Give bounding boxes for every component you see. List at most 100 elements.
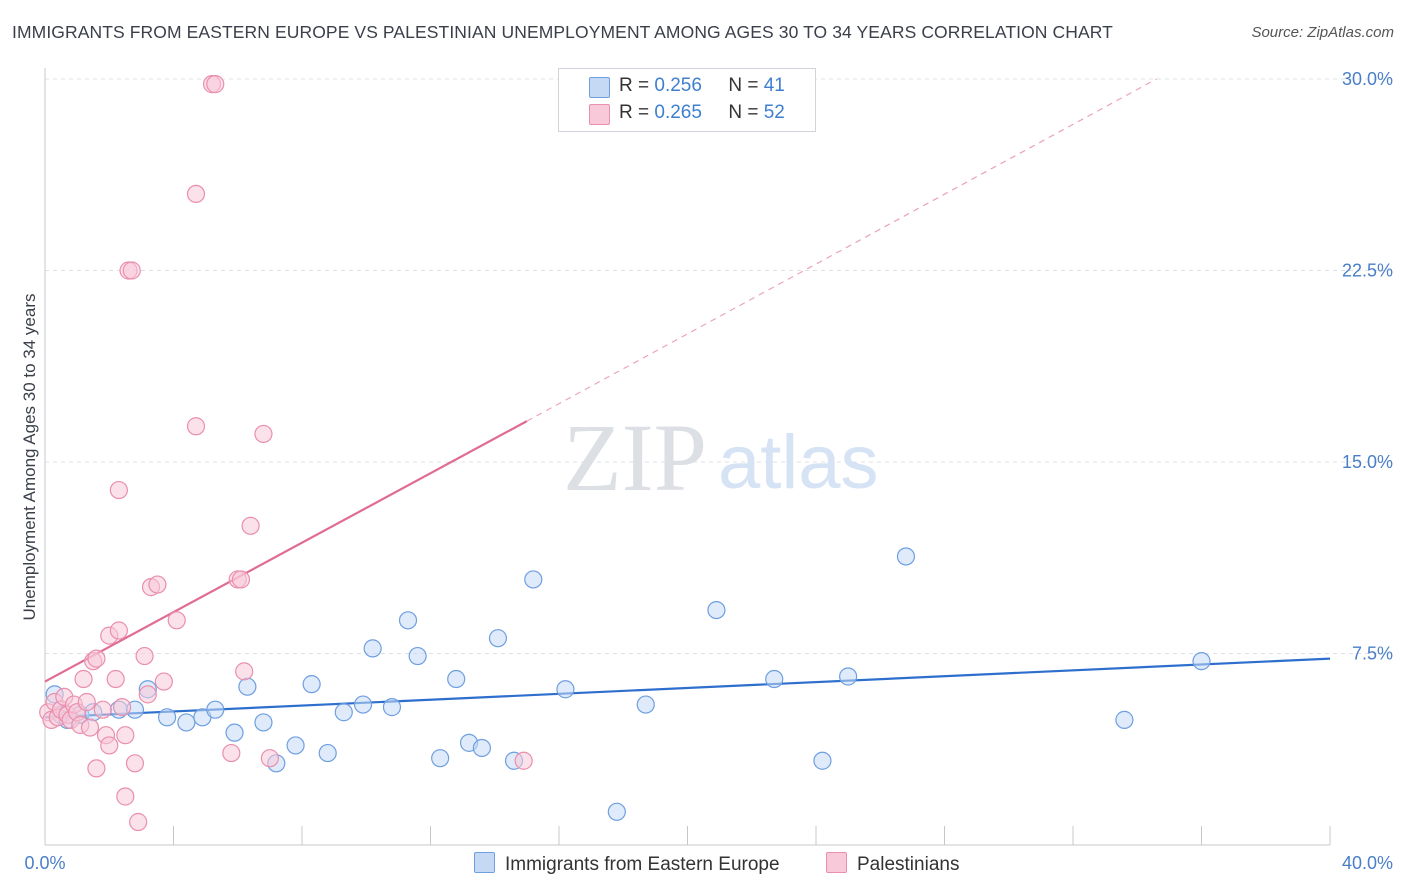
data-point: [225, 723, 244, 742]
chart-title: IMMIGRANTS FROM EASTERN EUROPE VS PALEST…: [12, 22, 1113, 42]
data-point: [556, 680, 575, 699]
legend-r-label: R =: [619, 75, 650, 96]
data-point: [334, 703, 353, 722]
data-point: [398, 611, 418, 630]
data-point: [106, 669, 125, 689]
x-tick-label-max: 40.0%: [1342, 853, 1393, 873]
data-point: [87, 759, 106, 778]
data-point: [765, 669, 784, 689]
data-point: [100, 736, 119, 755]
legend-swatch-palestinians: [589, 104, 610, 125]
data-point: [813, 751, 832, 770]
data-point: [447, 669, 466, 689]
x-tick-label-min: 0.0%: [24, 853, 65, 873]
data-point: [431, 749, 450, 768]
data-point: [235, 662, 254, 681]
data-point: [353, 695, 373, 714]
y-tick-label: 30.0%: [1342, 69, 1393, 89]
legend-r-label: R =: [619, 102, 650, 123]
data-point: [157, 708, 177, 727]
bottom-legend-eastern-europe: Immigrants from Eastern Europe: [474, 852, 780, 876]
data-point: [707, 600, 726, 620]
data-point: [514, 751, 533, 770]
data-point: [154, 672, 173, 691]
y-axis-label: Unemployment Among Ages 30 to 34 years: [20, 293, 39, 621]
bottom-legend-label-palestinians: Palestinians: [857, 854, 960, 875]
y-tick-label: 7.5%: [1352, 644, 1393, 664]
data-point: [238, 677, 257, 696]
data-point: [408, 646, 427, 666]
data-point: [125, 754, 145, 773]
series-eastern-europe: [45, 547, 1211, 821]
data-point: [222, 743, 241, 763]
data-point: [286, 736, 305, 755]
data-point: [488, 629, 508, 648]
data-point: [524, 570, 543, 589]
legend-r-value: 0.256: [654, 75, 702, 96]
data-point: [382, 698, 402, 717]
data-point: [472, 738, 491, 758]
data-point: [87, 649, 106, 668]
data-point: [116, 726, 135, 745]
data-point: [260, 749, 279, 768]
legend-n-value: 52: [763, 102, 785, 123]
legend-n-value: 41: [763, 75, 785, 96]
legend-swatch-eastern-europe: [589, 77, 610, 98]
bottom-legend-swatch-palestinians: [826, 852, 847, 873]
trend-line-eastern-europe: [44, 657, 1331, 719]
data-point: [135, 646, 154, 666]
data-point: [112, 698, 132, 717]
data-point: [129, 812, 148, 832]
data-point: [839, 667, 858, 686]
series-palestinians: [39, 75, 533, 832]
y-tick-label: 22.5%: [1342, 261, 1393, 281]
trend-line-palestinians-extension: [526, 78, 1157, 422]
data-point: [302, 675, 321, 694]
bottom-legend-swatch-eastern-europe: [474, 852, 495, 873]
watermark: ZIP atlas: [563, 404, 879, 511]
data-point: [138, 685, 157, 704]
data-point: [148, 575, 167, 594]
data-point: [254, 713, 273, 732]
data-point: [254, 424, 273, 444]
data-point: [607, 802, 626, 821]
data-point: [80, 718, 100, 737]
data-point: [231, 570, 251, 589]
data-point: [206, 700, 225, 719]
watermark-atlas: atlas: [718, 420, 879, 505]
data-point: [93, 700, 112, 719]
watermark-zip: ZIP: [563, 404, 707, 511]
data-point: [74, 669, 93, 689]
grid-lines: [45, 78, 1392, 654]
data-point: [241, 516, 260, 535]
bottom-legend-palestinians: Palestinians: [826, 852, 959, 876]
data-point: [1115, 710, 1134, 729]
data-point: [186, 184, 206, 203]
data-point: [109, 621, 128, 640]
data-point: [318, 743, 337, 763]
data-point: [167, 611, 186, 630]
data-points: [39, 75, 1211, 832]
data-point: [1192, 652, 1211, 671]
data-point: [636, 695, 655, 714]
source-label: Source: ZipAtlas.com: [1251, 24, 1394, 41]
trend-lines: [44, 78, 1331, 719]
bottom-legend-label-eastern-europe: Immigrants from Eastern Europe: [505, 854, 780, 875]
legend-r-value: 0.265: [654, 102, 702, 123]
data-point: [896, 547, 916, 566]
data-point: [177, 713, 196, 732]
data-point: [77, 692, 96, 712]
correlation-legend: R = 0.256 N = 41 R = 0.265 N = 52: [558, 68, 816, 132]
data-point: [186, 417, 206, 436]
data-point: [206, 75, 225, 94]
data-point: [116, 787, 135, 806]
data-point: [363, 639, 382, 658]
y-tick-label: 15.0%: [1342, 452, 1393, 472]
legend-n-label: N =: [728, 75, 759, 96]
legend-n-label: N =: [728, 102, 759, 123]
tick-labels: 7.5% 15.0% 22.5% 30.0% 0.0% 40.0%: [24, 69, 1393, 873]
data-point: [109, 480, 128, 500]
data-point: [122, 261, 141, 280]
trend-line-palestinians: [44, 420, 528, 683]
